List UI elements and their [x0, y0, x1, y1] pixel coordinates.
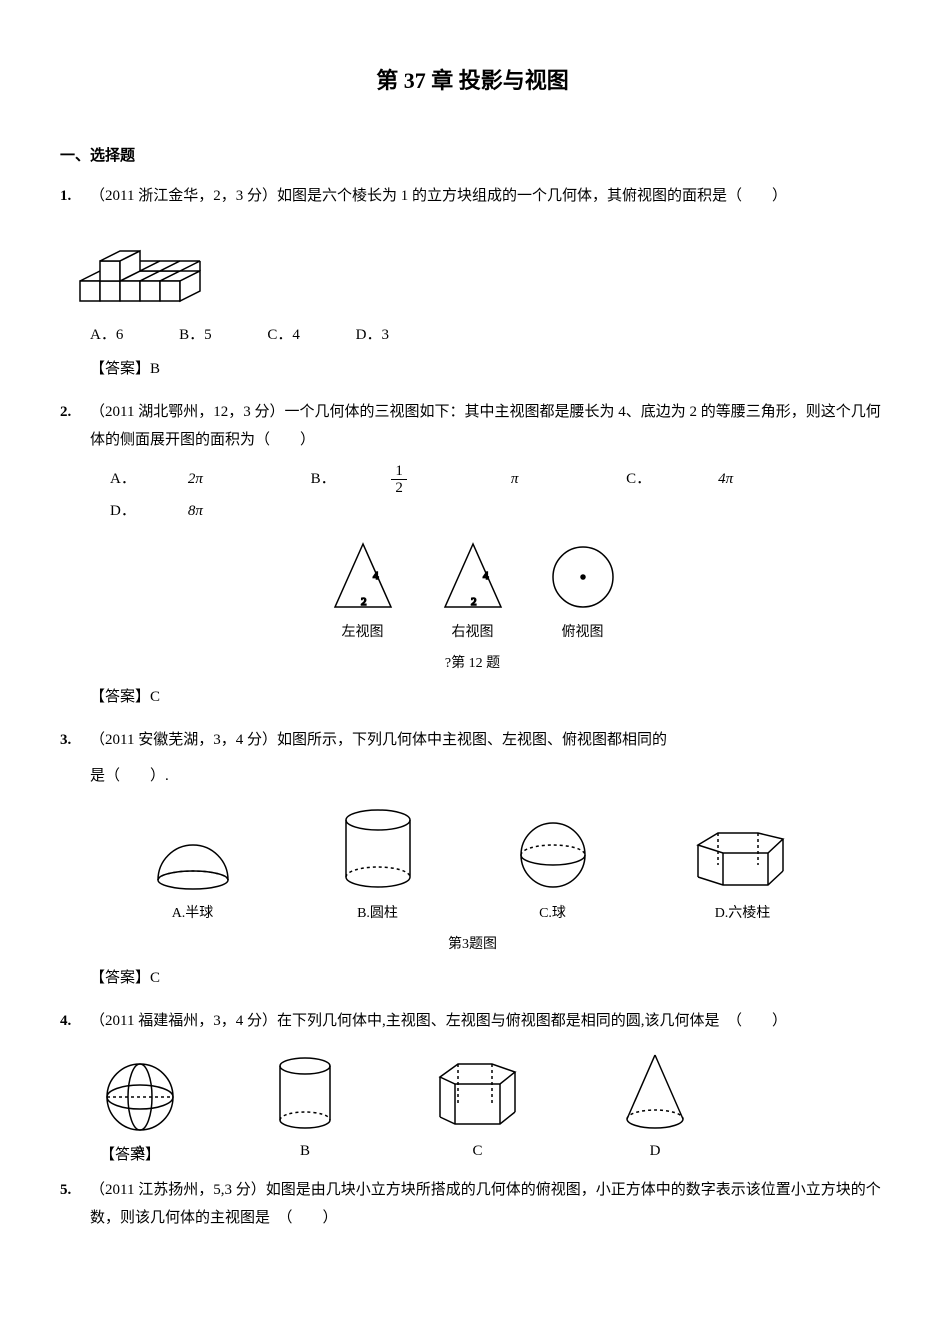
- q3-shape-a: A.半球: [143, 825, 243, 928]
- q4-number: 4.: [60, 1007, 90, 1036]
- q2-opt-a: A．2π: [110, 465, 255, 494]
- q2-opt-c: C． 4π: [626, 465, 785, 494]
- q3-caption: 第3题图: [60, 932, 885, 959]
- q2-left-view: 4 2 左视图: [323, 539, 403, 647]
- q1-opt-a: A．6: [90, 321, 123, 350]
- q3-shape-b: B.圆柱: [333, 805, 423, 928]
- q1-opt-d: D．3: [356, 321, 389, 350]
- q5-number: 5.: [60, 1176, 90, 1205]
- q2-opt-d: D．8π: [110, 497, 255, 526]
- q1-options: A．6 B．5 C．4 D．3: [90, 321, 885, 350]
- q3-shape-d: D.六棱柱: [683, 815, 803, 928]
- q3-answer: 【答案】C: [90, 964, 885, 993]
- q4-shape-b: B: [270, 1052, 340, 1166]
- question-5: 5. （2011 江苏扬州，5,3 分）如图是由几块小立方块所搭成的几何体的俯视…: [60, 1176, 885, 1233]
- q4-shape-c: C: [430, 1052, 525, 1166]
- q3-shape-c: C.球: [513, 815, 593, 928]
- q4-shape-d: D: [615, 1047, 695, 1166]
- q2-figures: 4 2 左视图 4 2 右视图 俯视图: [60, 539, 885, 647]
- q2-text: （2011 湖北鄂州，12，3 分）一个几何体的三视图如下：其中主视图都是腰长为…: [90, 398, 885, 455]
- chapter-title: 第 37 章 投影与视图: [60, 60, 885, 102]
- q3-number: 3.: [60, 726, 90, 755]
- q1-number: 1.: [60, 182, 90, 211]
- q3-figures: A.半球 B.圆柱 C.球 D.六棱柱: [60, 805, 885, 928]
- q4-figures: 【答案】 A B C: [100, 1047, 885, 1166]
- svg-text:2: 2: [361, 596, 367, 608]
- q1-figure: [60, 221, 885, 311]
- q2-caption: ?第 12 题: [60, 651, 885, 678]
- q1-opt-c: C．4: [267, 321, 300, 350]
- question-4: 4. （2011 福建福州，3，4 分）在下列几何体中,主视图、左视图与俯视图都…: [60, 1007, 885, 1036]
- svg-text:4: 4: [373, 570, 379, 582]
- q1-text: （2011 浙江金华，2，3 分）如图是六个棱长为 1 的立方块组成的一个几何体…: [90, 182, 885, 211]
- q2-number: 2.: [60, 398, 90, 427]
- q5-text: （2011 江苏扬州，5,3 分）如图是由几块小立方块所搭成的几何体的俯视图，小…: [90, 1176, 885, 1233]
- q4-answer: 【答案】: [100, 1141, 160, 1170]
- q2-top-view: 俯视图: [543, 539, 623, 647]
- question-2: 2. （2011 湖北鄂州，12，3 分）一个几何体的三视图如下：其中主视图都是…: [60, 398, 885, 455]
- q2-options: A．2π B． 12π C． 4π D．8π: [110, 463, 885, 526]
- q1-opt-b: B．5: [179, 321, 212, 350]
- q2-right-view: 4 2 右视图: [433, 539, 513, 647]
- q4-text: （2011 福建福州，3，4 分）在下列几何体中,主视图、左视图与俯视图都是相同…: [90, 1007, 885, 1036]
- q3-text-line1: （2011 安徽芜湖，3，4 分）如图所示，下列几何体中主视图、左视图、俯视图都…: [90, 726, 885, 755]
- question-1: 1. （2011 浙江金华，2，3 分）如图是六个棱长为 1 的立方块组成的一个…: [60, 182, 885, 211]
- section-heading: 一、选择题: [60, 142, 885, 171]
- q1-answer: 【答案】B: [90, 355, 885, 384]
- q2-opt-b: B． 12π: [311, 463, 571, 497]
- svg-text:2: 2: [471, 596, 477, 608]
- q3-text-line2: 是（ ）.: [90, 762, 885, 791]
- svg-text:4: 4: [483, 570, 489, 582]
- q2-answer: 【答案】C: [90, 683, 885, 712]
- question-3: 3. （2011 安徽芜湖，3，4 分）如图所示，下列几何体中主视图、左视图、俯…: [60, 726, 885, 755]
